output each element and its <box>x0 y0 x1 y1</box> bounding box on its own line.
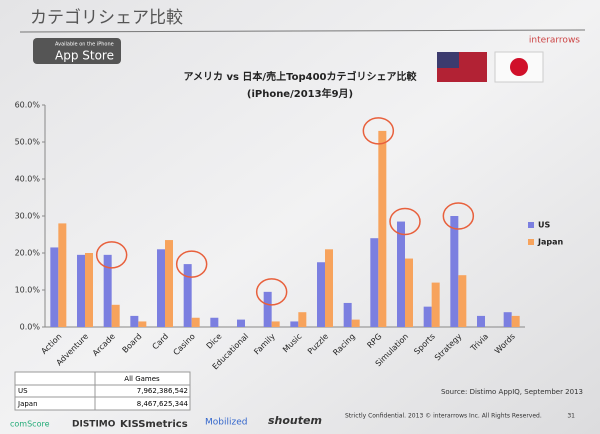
bar <box>431 282 440 327</box>
highlight-circle <box>442 202 475 230</box>
source: Source: Distimo AppIQ, September 2013 <box>441 388 583 396</box>
footer-notice: Strictly Confidential. 2013 © interarrow… <box>345 413 542 420</box>
chart-title: アメリカ vs 日本/売上Top400カテゴリシェア比較 <box>184 70 418 83</box>
table-cell: 8,467,625,344 <box>137 400 189 408</box>
legend-swatch <box>528 222 534 228</box>
table-cell: Japan <box>17 400 38 408</box>
legend-label: Japan <box>537 238 564 247</box>
table-header: All Games <box>124 375 160 383</box>
badge-small: Available on the iPhone <box>55 42 114 48</box>
app-store-badge <box>33 38 121 64</box>
bar <box>138 321 147 327</box>
highlight-circle <box>362 117 395 145</box>
bar <box>50 247 59 327</box>
highlight-circle <box>255 278 288 306</box>
title-rule <box>19 29 586 33</box>
bar <box>183 264 192 327</box>
y-tick-label: 0.0% <box>20 323 41 332</box>
y-tick-label: 50.0% <box>15 138 41 147</box>
bar <box>450 216 459 327</box>
table-cell: 7,962,386,542 <box>137 387 188 395</box>
bar <box>511 315 520 327</box>
footer-logo: KISSmetrics <box>120 419 188 430</box>
table <box>14 371 191 411</box>
bar <box>378 130 387 327</box>
page-number: 31 <box>567 413 575 420</box>
bar <box>298 312 307 327</box>
bar <box>210 317 219 327</box>
bar <box>85 253 93 327</box>
us-flag-canton <box>437 52 459 68</box>
bar <box>58 223 67 327</box>
highlight-circle <box>95 241 128 269</box>
footer-logo: comScore <box>10 420 50 429</box>
bar <box>343 302 352 327</box>
badge-big: App Store <box>55 49 114 63</box>
jp-flag-sun <box>510 58 528 76</box>
brand: interarrows <box>529 36 580 46</box>
bar <box>397 221 405 327</box>
bar <box>103 254 112 327</box>
bar <box>458 275 467 327</box>
y-tick-label: 30.0% <box>15 212 41 221</box>
bar <box>503 312 512 327</box>
legend-swatch <box>528 239 534 245</box>
footer-logo: DISTIMO <box>72 420 116 430</box>
bar <box>165 240 173 327</box>
chart-subtitle: (iPhone/2013年9月) <box>247 87 353 100</box>
bar <box>157 249 165 327</box>
highlight-circle <box>389 207 421 236</box>
footer-logo: shoutem <box>268 414 322 427</box>
highlight-circle <box>175 250 208 278</box>
y-tick-label: 60.0% <box>15 101 41 110</box>
bar <box>423 306 432 327</box>
bar <box>405 258 413 327</box>
footer-logo: Mobilized <box>205 418 247 428</box>
bar <box>237 319 245 327</box>
y-tick-label: 20.0% <box>15 249 41 258</box>
y-tick-label: 10.0% <box>15 286 41 295</box>
bar <box>130 315 139 327</box>
table-cell: US <box>18 387 28 395</box>
slide-title: カテゴリシェア比較 <box>30 7 183 28</box>
bar <box>351 319 360 327</box>
bar <box>317 262 325 327</box>
bar <box>263 291 272 327</box>
y-tick-label: 40.0% <box>15 175 41 184</box>
bar <box>111 304 120 327</box>
bar <box>290 321 299 327</box>
bar <box>325 249 333 327</box>
bar <box>191 317 200 327</box>
legend-label: US <box>538 221 550 230</box>
bar <box>477 315 485 327</box>
bar <box>77 254 85 327</box>
bar <box>271 321 280 327</box>
bar <box>370 238 379 327</box>
